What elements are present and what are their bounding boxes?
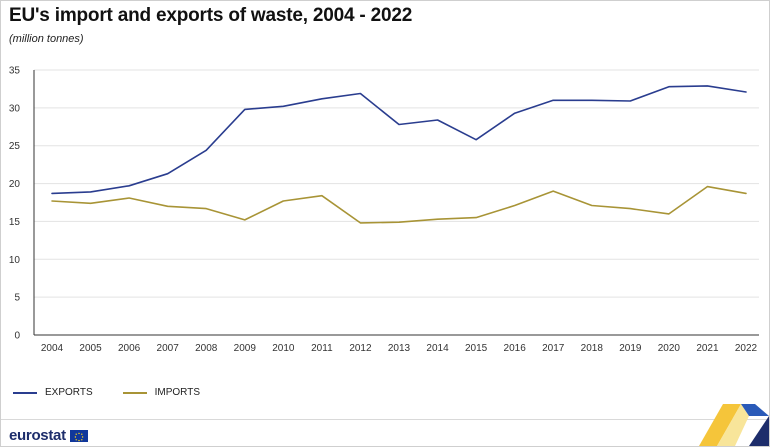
corner-decoration-icon	[699, 404, 769, 446]
series-line-imports	[51, 185, 747, 224]
legend-item-imports: IMPORTS	[122, 387, 200, 398]
y-tick-label-35: 35	[9, 66, 21, 77]
line-chart: 0 5 10 15 20 25 30 35 2004 2005 2006 2007 2008 2009 20…	[9, 66, 759, 354]
legend-swatch-exports	[13, 391, 37, 394]
x-tick-label-2009: 2009	[234, 343, 257, 354]
y-tick-label-0: 0	[14, 331, 20, 342]
x-tick-label-2018: 2018	[581, 343, 604, 354]
legend-swatch-imports	[122, 391, 147, 394]
x-tick-label-2015: 2015	[465, 343, 488, 354]
y-tick-label-30: 30	[9, 103, 21, 114]
series-line-exports	[51, 85, 747, 195]
x-tick-label-2013: 2013	[388, 343, 411, 354]
x-tick-label-2006: 2006	[118, 343, 141, 354]
legend-label-imports: IMPORTS	[154, 387, 200, 398]
eu-flag-icon	[69, 429, 88, 442]
chart-title: EU's import and exports of waste, 2004 -…	[9, 5, 413, 26]
footer-divider	[1, 419, 769, 420]
x-tick-label-2022: 2022	[735, 343, 758, 354]
logo-text: eurostat	[9, 427, 66, 444]
x-tick-label-2004: 2004	[41, 343, 64, 354]
x-tick-label-2011: 2011	[311, 343, 333, 354]
x-tick-label-2008: 2008	[195, 343, 218, 354]
x-tick-label-2016: 2016	[504, 343, 527, 354]
eurostat-logo: eurostat	[9, 427, 88, 444]
legend-label-exports: EXPORTS	[45, 387, 93, 398]
legend-item-exports: EXPORTS	[13, 387, 93, 398]
x-tick-label-2020: 2020	[658, 343, 681, 354]
x-tick-label-2021: 2021	[696, 343, 719, 354]
y-tick-label-20: 20	[9, 179, 21, 190]
x-tick-label-2014: 2014	[426, 343, 449, 354]
x-tick-label-2012: 2012	[349, 343, 372, 354]
x-tick-label-2017: 2017	[542, 343, 565, 354]
y-tick-label-10: 10	[9, 255, 21, 266]
y-tick-label-25: 25	[9, 141, 21, 152]
x-tick-label-2010: 2010	[272, 343, 295, 354]
chart-subtitle: (million tonnes)	[9, 33, 84, 45]
x-tick-label-2007: 2007	[157, 343, 180, 354]
x-tick-label-2019: 2019	[619, 343, 642, 354]
chart-legend: EXPORTS IMPORTS	[13, 387, 200, 398]
y-tick-label-5: 5	[14, 293, 20, 304]
x-tick-label-2005: 2005	[79, 343, 102, 354]
y-tick-label-15: 15	[9, 217, 21, 228]
